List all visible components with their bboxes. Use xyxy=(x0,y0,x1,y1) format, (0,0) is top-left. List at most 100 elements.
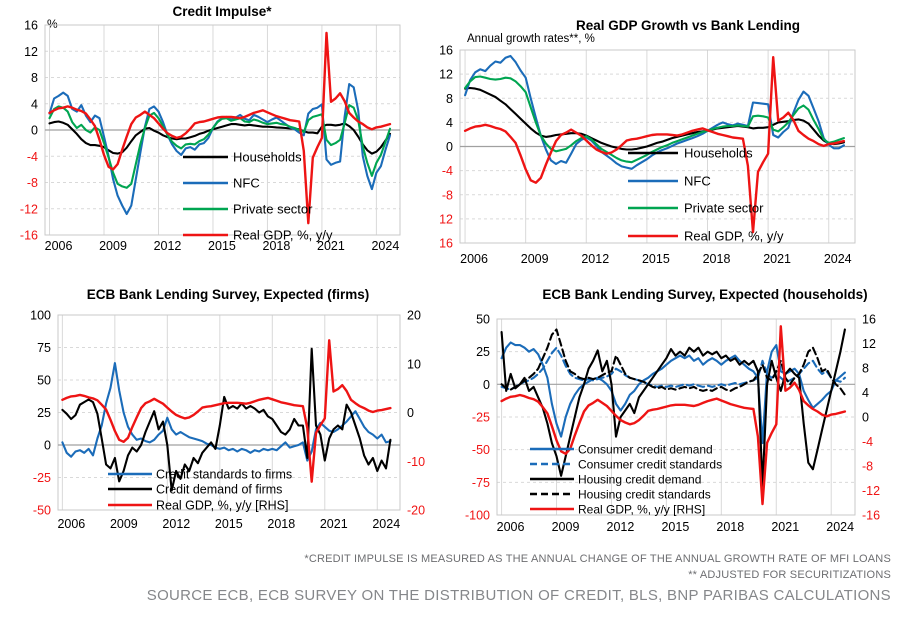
y-axis-tick-label: 12 xyxy=(24,45,38,59)
x-axis-tick-label: 2012 xyxy=(162,517,190,531)
y-axis-right-tick-label: 4 xyxy=(862,386,869,400)
footnote-securitizations: ** ADJUSTED FOR SECURITIZATIONS xyxy=(688,569,891,581)
series-line xyxy=(500,325,847,506)
y-axis-right-tick-label: 12 xyxy=(862,337,876,351)
y-axis-tick-label: -12 xyxy=(20,202,38,216)
y-axis-right-tick-label: -10 xyxy=(407,455,425,469)
y-axis-right-tick-label: 8 xyxy=(862,362,869,376)
y-axis-tick-label: 16 xyxy=(440,44,453,58)
x-axis-tick-label: 2006 xyxy=(460,252,488,266)
x-axis-tick-label: 2021 xyxy=(763,252,791,266)
y-axis-right-tick-label: 16 xyxy=(862,313,876,327)
source-line: SOURCE ECB, ECB SURVEY ON THE DISTRIBUTI… xyxy=(146,587,891,604)
y-axis-tick-label: 100 xyxy=(30,309,51,323)
x-axis-tick-label: 2012 xyxy=(607,520,635,534)
legend-label: Consumer credit demand xyxy=(578,443,713,457)
y-axis-right-tick-label: -20 xyxy=(407,504,425,518)
y-axis-tick-label: 8 xyxy=(446,92,453,106)
y-axis-tick-label: -100 xyxy=(465,509,490,523)
series-line xyxy=(48,31,392,225)
x-axis-tick-label: 2024 xyxy=(824,252,852,266)
y-axis-tick-label: -16 xyxy=(440,237,453,251)
y-axis-tick-label: -4 xyxy=(27,150,38,164)
series-line xyxy=(61,339,392,483)
series-line xyxy=(500,328,846,396)
y-axis-tick-label: 25 xyxy=(37,406,51,420)
chart-bls-households: 50 25 0 -25 -50 -75 -100 16 12 8 4 0 -4 -8 -12 -16 2006 2… xyxy=(465,313,880,535)
legend-label: Private sector xyxy=(233,202,313,217)
y-axis-tick-label: 50 xyxy=(476,313,490,327)
chart-gdp-vs-bank-lending: 16 12 8 4 0 -4 -8 -12 -16 2006 2009 2012 2015 2018 202… xyxy=(440,44,856,266)
y-axis-right-tick-label: -12 xyxy=(862,484,880,498)
y-axis-tick-label: 4 xyxy=(446,116,453,130)
y-axis-right-tick-label: 0 xyxy=(407,406,414,420)
chart3-title: ECB Bank Lending Survey, Expected (firms… xyxy=(86,287,370,302)
x-axis-tick-label: 2015 xyxy=(661,520,689,534)
x-axis-tick-label: 2009 xyxy=(521,252,549,266)
y-axis-tick-label: -25 xyxy=(33,471,51,485)
x-axis-tick-label: 2018 xyxy=(716,520,744,534)
y-axis-tick-label: 8 xyxy=(31,71,38,85)
y-axis-right-tick-label: -16 xyxy=(862,509,880,523)
chart2-subtitle: Annual growth rates**, % xyxy=(467,33,595,45)
y-axis-right-tick-label: 20 xyxy=(407,309,421,323)
footnote-credit-impulse: *CREDIT IMPULSE IS MEASURED AS THE ANNUA… xyxy=(304,553,891,565)
y-axis-tick-label: -25 xyxy=(472,411,490,425)
series-line xyxy=(464,86,845,151)
y-axis-tick-label: 50 xyxy=(37,374,51,388)
series-line xyxy=(500,328,846,488)
y-axis-tick-label: 25 xyxy=(476,345,490,359)
legend-label: Private sector xyxy=(684,201,764,216)
series-line xyxy=(48,104,392,189)
series-line xyxy=(463,56,846,234)
legend-label: Credit demand of firms xyxy=(156,483,282,497)
x-axis-tick-label: 2018 xyxy=(703,252,731,266)
legend-label: Real GDP, %, y/y [RHS] xyxy=(156,499,288,513)
legend-label: Real GDP, %, y/y xyxy=(233,228,333,243)
x-axis-tick-label: 2024 xyxy=(826,520,854,534)
x-axis-tick-label: 2015 xyxy=(215,517,243,531)
plot-border xyxy=(57,314,401,511)
x-axis-tick-label: 2009 xyxy=(110,517,138,531)
x-axis-tick-label: 2009 xyxy=(99,239,127,253)
legend-label: Consumer credit standards xyxy=(578,458,722,472)
series-line xyxy=(464,75,845,164)
chart4-title: ECB Bank Lending Survey, Expected (house… xyxy=(542,287,868,302)
y-axis-tick-label: -50 xyxy=(472,443,490,457)
plot-border xyxy=(496,318,856,516)
y-axis-tick-label: 16 xyxy=(24,19,38,33)
y-axis-tick-label: 12 xyxy=(440,68,453,82)
x-axis-tick-label: 2021 xyxy=(320,517,348,531)
series-line xyxy=(61,362,392,462)
legend-label: Households xyxy=(233,150,302,165)
y-axis-tick-label: -16 xyxy=(20,229,38,243)
x-axis-tick-label: 2024 xyxy=(371,239,399,253)
legend-label: Real GDP, %, y/y xyxy=(684,229,784,244)
y-axis-tick-label: -75 xyxy=(472,476,490,490)
x-axis-tick-label: 2015 xyxy=(208,239,236,253)
y-axis-tick-label: -50 xyxy=(33,504,51,518)
legend-label: Households xyxy=(684,146,753,161)
x-axis-tick-label: 2015 xyxy=(642,252,670,266)
x-axis-tick-label: 2012 xyxy=(154,239,182,253)
legend-label: Real GDP, %, y/y [RHS] xyxy=(578,503,705,517)
x-axis-tick-label: 2021 xyxy=(771,520,799,534)
chart1-unit-label: % xyxy=(47,17,58,31)
y-axis-right-tick-label: -4 xyxy=(862,435,873,449)
chart1-title: Credit Impulse* xyxy=(172,4,272,19)
y-axis-tick-label: 0 xyxy=(483,378,490,392)
y-axis-right-tick-label: -8 xyxy=(862,460,873,474)
x-axis-tick-label: 2006 xyxy=(497,520,525,534)
x-axis-tick-label: 2018 xyxy=(263,239,291,253)
y-axis-tick-label: 75 xyxy=(37,341,51,355)
y-axis-tick-label: 4 xyxy=(31,97,38,111)
x-axis-tick-label: 2012 xyxy=(581,252,609,266)
legend-label: Housing credit demand xyxy=(578,473,701,487)
y-axis-tick-label: 0 xyxy=(44,439,51,453)
chart-credit-impulse: 16 12 8 4 0 -4 -8 -12 -16 2006 2009 2012 2015 2018 202… xyxy=(20,19,401,253)
legend-label: Housing credit standards xyxy=(578,488,711,502)
y-axis-tick-label: -8 xyxy=(27,176,38,190)
y-axis-tick-label: -8 xyxy=(442,188,453,202)
legend-label: NFC xyxy=(684,174,711,189)
